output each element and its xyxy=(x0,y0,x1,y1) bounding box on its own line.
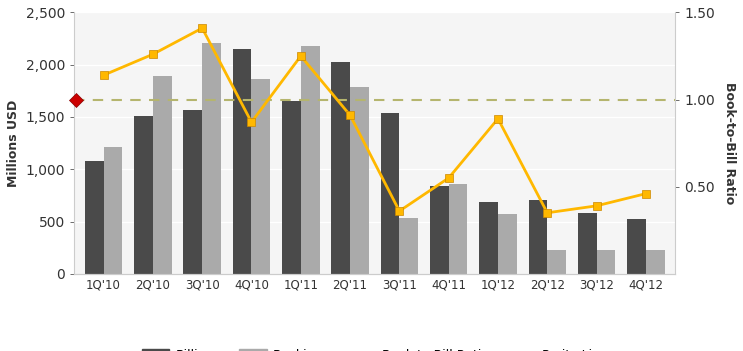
Book to Bill Ratio xyxy=(198,26,207,30)
Book to Bill Ratio xyxy=(345,113,354,117)
Book to Bill Ratio xyxy=(493,117,502,121)
Bar xyxy=(103,147,123,274)
Bar xyxy=(548,250,566,274)
Bar xyxy=(646,250,664,274)
Book to Bill Ratio xyxy=(395,209,404,213)
Bar xyxy=(85,161,103,274)
Bar xyxy=(627,219,646,274)
Bar xyxy=(251,79,270,274)
Book to Bill Ratio xyxy=(543,211,552,215)
Book to Bill Ratio xyxy=(149,52,158,57)
Y-axis label: Book-to-Bill Ratio: Book-to-Bill Ratio xyxy=(723,82,736,204)
Book to Bill Ratio xyxy=(641,192,650,196)
Bar xyxy=(498,214,516,274)
Bar xyxy=(597,250,615,274)
Bar xyxy=(528,200,548,274)
Bar xyxy=(331,61,350,274)
Bar xyxy=(479,202,498,274)
Parity Line xyxy=(99,98,108,102)
Book to Bill Ratio xyxy=(296,54,305,58)
Book to Bill Ratio xyxy=(592,204,601,208)
Book to Bill Ratio xyxy=(99,73,108,77)
Bar xyxy=(153,76,172,274)
Bar xyxy=(430,186,449,274)
Legend: Billings, Bookings, Book to Bill Ratio, Parity Line: Billings, Bookings, Book to Bill Ratio, … xyxy=(137,344,613,351)
Bar xyxy=(233,49,251,274)
Bar xyxy=(184,110,202,274)
Book to Bill Ratio xyxy=(444,176,453,180)
Bar xyxy=(202,43,221,274)
Bar xyxy=(282,101,301,274)
Bar xyxy=(400,218,418,274)
Bar xyxy=(380,113,400,274)
Bar xyxy=(301,46,319,274)
Bar xyxy=(134,116,153,274)
Bar xyxy=(449,184,467,274)
Bar xyxy=(350,87,369,274)
Parity Line xyxy=(149,98,158,102)
Line: Book to Bill Ratio: Book to Bill Ratio xyxy=(100,24,650,217)
Book to Bill Ratio xyxy=(247,120,256,124)
Bar xyxy=(578,213,597,274)
Y-axis label: Millions USD: Millions USD xyxy=(7,99,20,187)
